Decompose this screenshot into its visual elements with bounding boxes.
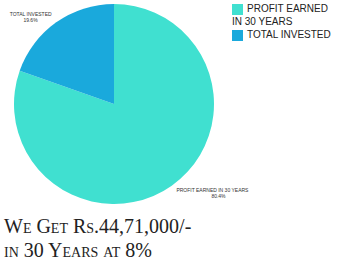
html-text:TOTAL INVESTED: TOTAL INVESTED <box>247 29 331 40</box>
svg-text:PROFIT EARNED IN 30 YEARS80.4%: PROFIT EARNED IN 30 YEARS80.4% <box>176 187 249 199</box>
svg-text:TOTAL INVESTED19.6%: TOTAL INVESTED19.6% <box>10 11 52 23</box>
html-text:PROFIT EARNED IN 30 YEARS: PROFIT EARNED IN 30 YEARS <box>232 3 328 27</box>
html-text:We Get Rs.44,71,000/- in 30 Ye: We Get Rs.44,71,000/- in 30 Years at 8% <box>4 215 192 261</box>
